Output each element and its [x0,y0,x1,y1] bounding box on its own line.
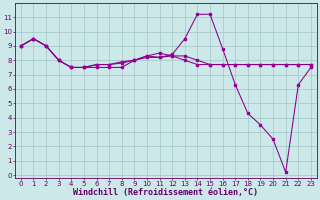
X-axis label: Windchill (Refroidissement éolien,°C): Windchill (Refroidissement éolien,°C) [73,188,258,197]
